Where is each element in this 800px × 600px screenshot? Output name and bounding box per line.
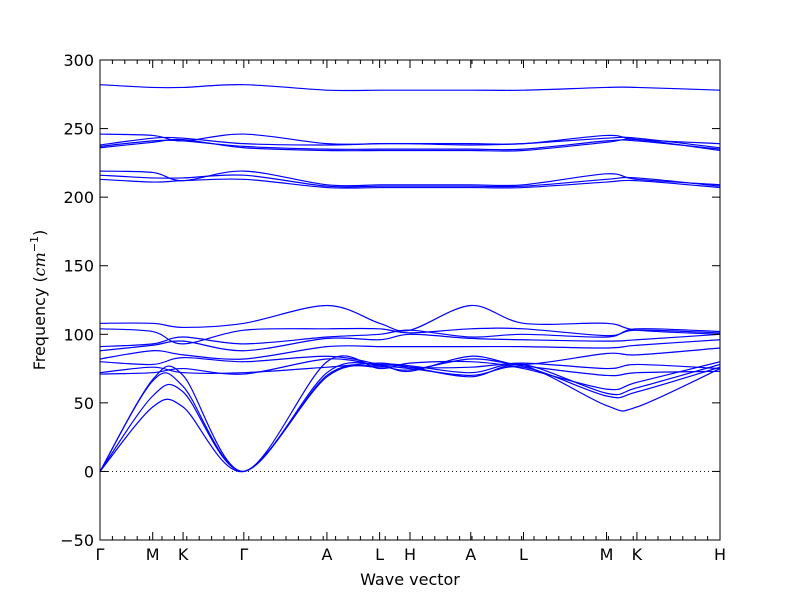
y-tick-label: 200 (63, 188, 94, 207)
phonon-band-1 (100, 364, 720, 473)
plot-area (99, 59, 721, 541)
phonon-band-3 (100, 361, 720, 473)
phonon-band-7 (100, 347, 720, 373)
x-tick-label: Γ (96, 545, 105, 564)
x-tick-label: L (375, 545, 384, 564)
phonon-band-14 (100, 174, 720, 188)
y-tick-label: 300 (63, 51, 94, 70)
phonon-band-11 (100, 327, 720, 345)
phonon-band-16 (100, 138, 720, 152)
phonon-band-19 (100, 133, 720, 145)
phonon-band-8 (100, 339, 720, 360)
x-tick-label: M (600, 545, 614, 564)
x-tick-label: L (519, 545, 528, 564)
y-tick-labels: −50 0 50 100 150 200 250 300 (60, 51, 94, 550)
y-tick-label: 250 (63, 120, 94, 139)
phonon-band-6 (100, 362, 720, 374)
x-tick-label: K (178, 545, 189, 564)
plot-frame (99, 59, 721, 541)
y-axis-label-unit: cm (30, 252, 49, 276)
x-tick-label: A (321, 545, 332, 564)
phonon-band-15 (100, 170, 720, 187)
phonon-band-20 (100, 84, 720, 92)
phonon-band-9 (100, 333, 720, 352)
y-axis-label: Frequency (cm−1) (28, 230, 49, 371)
phonon-band-10 (100, 328, 720, 348)
phonon-band-12 (100, 304, 720, 335)
x-tick-label: M (146, 545, 160, 564)
series-group (100, 84, 720, 473)
y-tick-label: −50 (60, 531, 94, 550)
phonon-band-4 (100, 355, 720, 473)
y-axis-label-suffix: ) (30, 230, 49, 236)
x-tick-label: Γ (239, 545, 248, 564)
y-tick-label: 150 (63, 257, 94, 276)
y-axis-label-prefix: Frequency ( (30, 276, 49, 370)
x-tick-label: K (632, 545, 643, 564)
x-tick-label: H (404, 545, 416, 564)
plot-background (100, 60, 720, 540)
x-tick-label: H (714, 545, 726, 564)
x-tick-label: A (465, 545, 476, 564)
y-tick-label: 100 (63, 325, 94, 344)
x-axis-label: Wave vector (360, 570, 460, 589)
y-tick-label: 50 (74, 394, 94, 413)
y-axis-label-exponent: −1 (28, 236, 41, 252)
y-tick-label: 0 (84, 462, 94, 481)
